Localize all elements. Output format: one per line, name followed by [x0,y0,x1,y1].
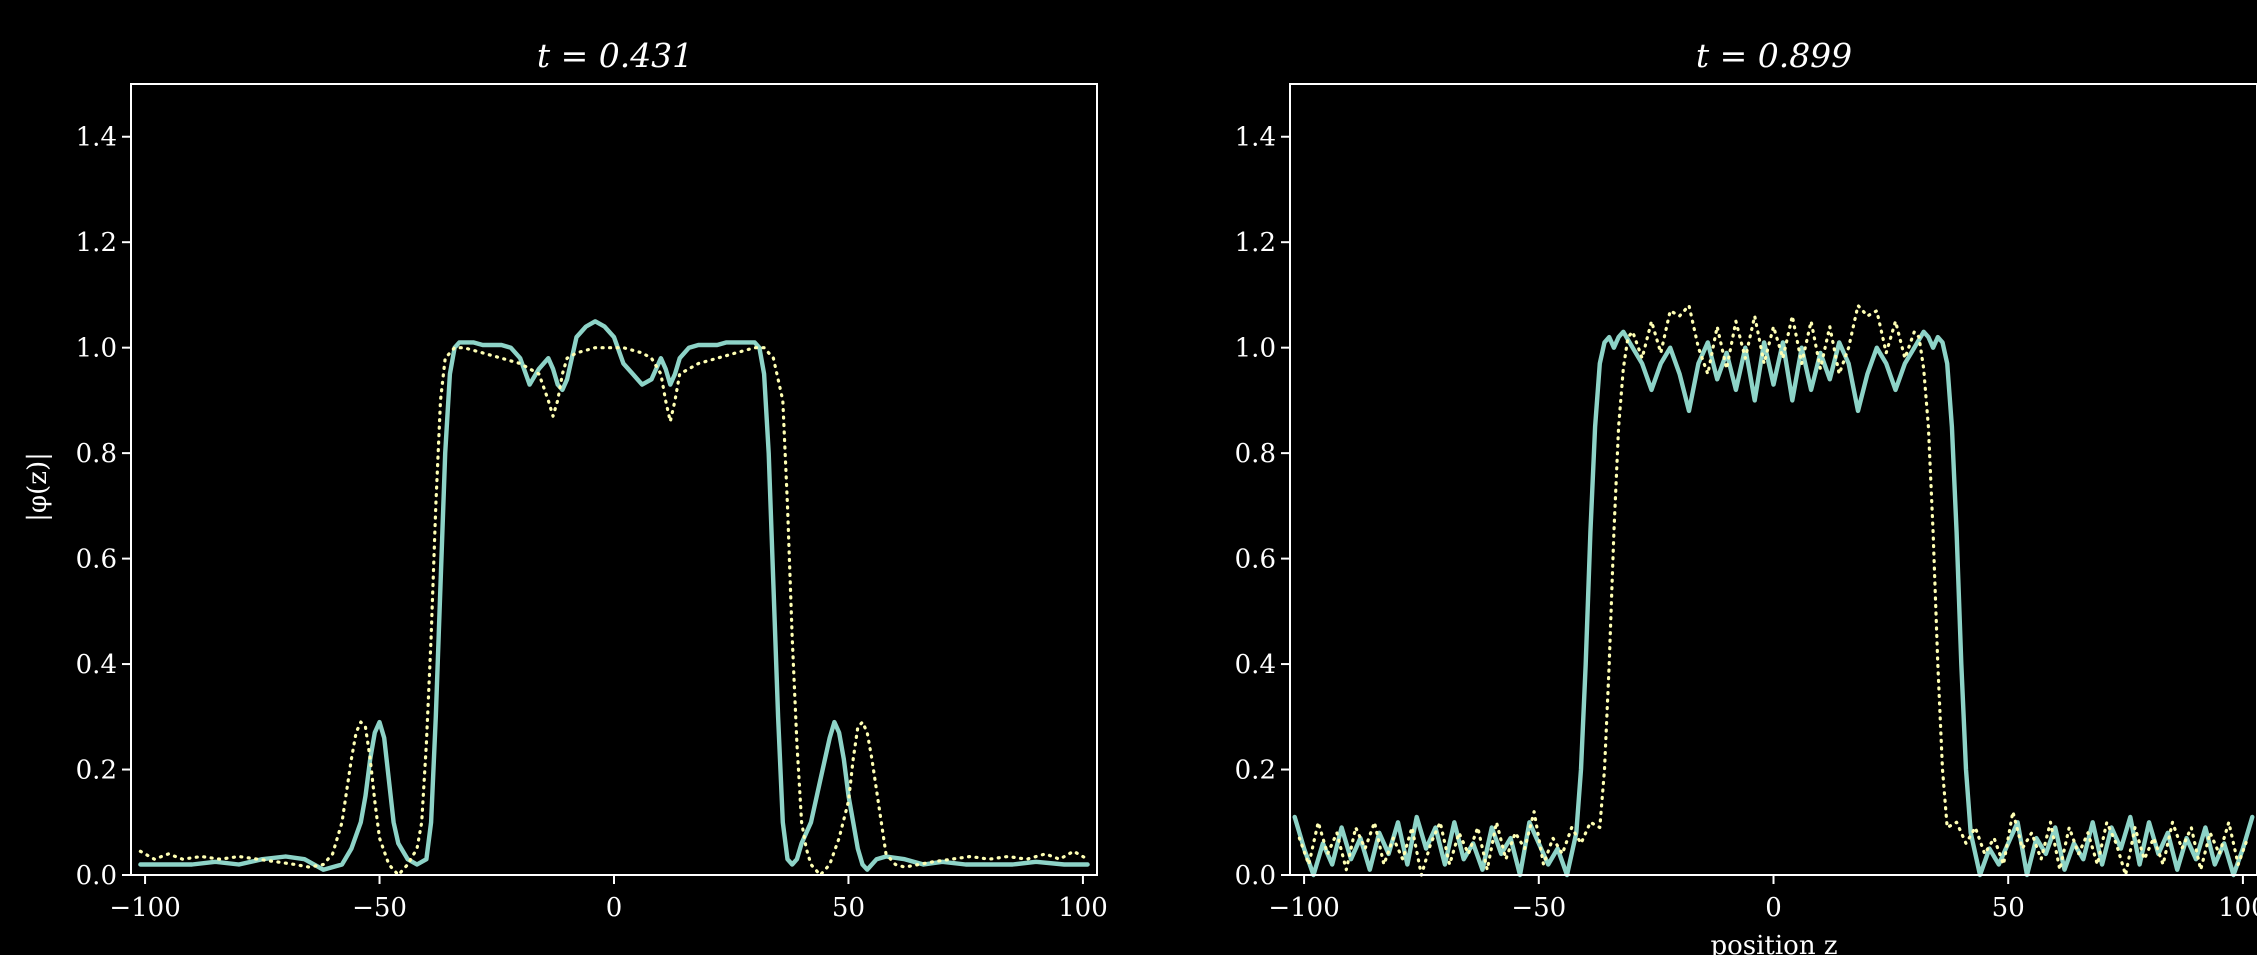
chart-left-xtick-label: 100 [1058,893,1108,923]
chart-right-ytick-label: 1.2 [1235,228,1276,258]
chart-left-ytick-label: 0.6 [76,545,117,575]
chart-left-xtick-label: −100 [109,893,180,923]
chart-left-ytick-label: 1.4 [76,123,117,153]
chart-left-plot-area: 0.0 0.2 0.4 0.6 0.8 1.0 1.2 1.4 −100 −50 0 50 100 [76,83,1108,923]
chart-right-xtick-label: 50 [1992,893,2025,923]
chart-left-xtick-label: 0 [606,893,623,923]
chart-left-ylabel: |φ(z)| [23,452,53,522]
chart-left-ytick-label: 0.8 [76,439,117,469]
chart-left-ytick-label: 0.2 [76,756,117,786]
chart-right-ytick-label: 0.6 [1235,545,1276,575]
chart-left-title: t = 0.431 [537,36,693,75]
chart-right: t = 0.899 position z 0.0 0.2 0.4 0.6 0.8 1.0 1… [1235,36,2257,955]
chart-right-ytick-label: 1.4 [1235,123,1276,153]
chart-left-ytick-label: 1.2 [76,228,117,258]
chart-right-ytick-label: 1.0 [1235,334,1276,364]
chart-right-ytick-label: 0.2 [1235,756,1276,786]
chart-left-ytick-label: 0.4 [76,650,117,680]
chart-left-ytick-label: 0.0 [76,861,117,891]
chart-right-xtick-label: −50 [1511,893,1566,923]
chart-right-series-dotted-line [1297,303,2250,877]
chart-right-xlabel: position z [1710,931,1837,955]
chart-right-plot-area: 0.0 0.2 0.4 0.6 0.8 1.0 1.2 1.4 −100 −50 0 50 100 [1235,83,2257,923]
chart-left-series-solid-line [138,319,1090,872]
chart-left-ytick-label: 1.0 [76,334,117,364]
chart-left-series-dotted-line [138,346,1090,877]
chart-left-xtick-label: 50 [832,893,865,923]
chart-left: t = 0.431 |φ(z)| 0.0 0.2 0.4 0.6 0.8 1.0 1.2 1.… [23,36,1108,923]
chart-right-title: t = 0.899 [1696,36,1852,75]
chart-right-ytick-label: 0.8 [1235,439,1276,469]
chart-right-xtick-label: 0 [1765,893,1782,923]
chart-left-xtick-label: −50 [352,893,407,923]
chart-right-xtick-label: 100 [2218,893,2257,923]
chart-right-ytick-label: 0.0 [1235,861,1276,891]
chart-right-xtick-label: −100 [1268,893,1339,923]
chart-right-ytick-label: 0.4 [1235,650,1276,680]
